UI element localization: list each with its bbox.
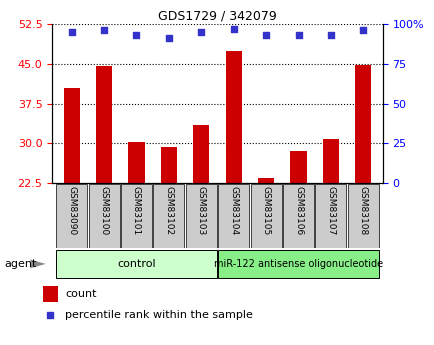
Bar — [193, 125, 209, 183]
Point — [294, 32, 301, 38]
Text: GSM83103: GSM83103 — [196, 186, 205, 235]
FancyBboxPatch shape — [153, 184, 184, 248]
FancyBboxPatch shape — [56, 184, 87, 248]
Point — [359, 28, 366, 33]
Text: miR-122 antisense oligonucleotide: miR-122 antisense oligonucleotide — [214, 259, 382, 269]
Text: agent: agent — [4, 259, 36, 269]
Bar — [257, 178, 273, 183]
Text: GSM83102: GSM83102 — [164, 186, 173, 235]
Text: control: control — [117, 259, 155, 269]
Bar — [161, 147, 177, 183]
Bar — [355, 65, 371, 183]
Point — [68, 29, 75, 35]
FancyBboxPatch shape — [217, 250, 378, 278]
FancyBboxPatch shape — [185, 184, 217, 248]
FancyBboxPatch shape — [315, 184, 346, 248]
Text: GSM83104: GSM83104 — [229, 186, 238, 235]
FancyBboxPatch shape — [347, 184, 378, 248]
Text: GSM83105: GSM83105 — [261, 186, 270, 235]
Bar — [322, 139, 338, 183]
FancyBboxPatch shape — [56, 250, 217, 278]
FancyBboxPatch shape — [283, 184, 313, 248]
Bar — [63, 88, 79, 183]
FancyBboxPatch shape — [121, 184, 151, 248]
Point — [230, 26, 237, 32]
FancyBboxPatch shape — [250, 184, 281, 248]
Point — [46, 313, 53, 318]
Text: count: count — [65, 289, 96, 299]
Bar — [290, 151, 306, 183]
Point — [165, 36, 172, 41]
Bar — [225, 51, 241, 183]
Text: GSM83107: GSM83107 — [326, 186, 335, 235]
Text: GSM83100: GSM83100 — [99, 186, 108, 235]
FancyBboxPatch shape — [88, 184, 119, 248]
Bar — [128, 142, 144, 183]
FancyBboxPatch shape — [217, 184, 249, 248]
Text: GSM83106: GSM83106 — [293, 186, 302, 235]
Bar — [96, 67, 112, 183]
Text: percentile rank within the sample: percentile rank within the sample — [65, 310, 253, 320]
Bar — [43, 286, 57, 302]
Text: GSM83090: GSM83090 — [67, 186, 76, 235]
Point — [327, 32, 334, 38]
Point — [133, 32, 140, 38]
Point — [100, 28, 107, 33]
Title: GDS1729 / 342079: GDS1729 / 342079 — [158, 10, 276, 23]
Text: GSM83108: GSM83108 — [358, 186, 367, 235]
Point — [197, 29, 204, 35]
Polygon shape — [30, 259, 46, 268]
Point — [262, 32, 269, 38]
Text: GSM83101: GSM83101 — [132, 186, 141, 235]
